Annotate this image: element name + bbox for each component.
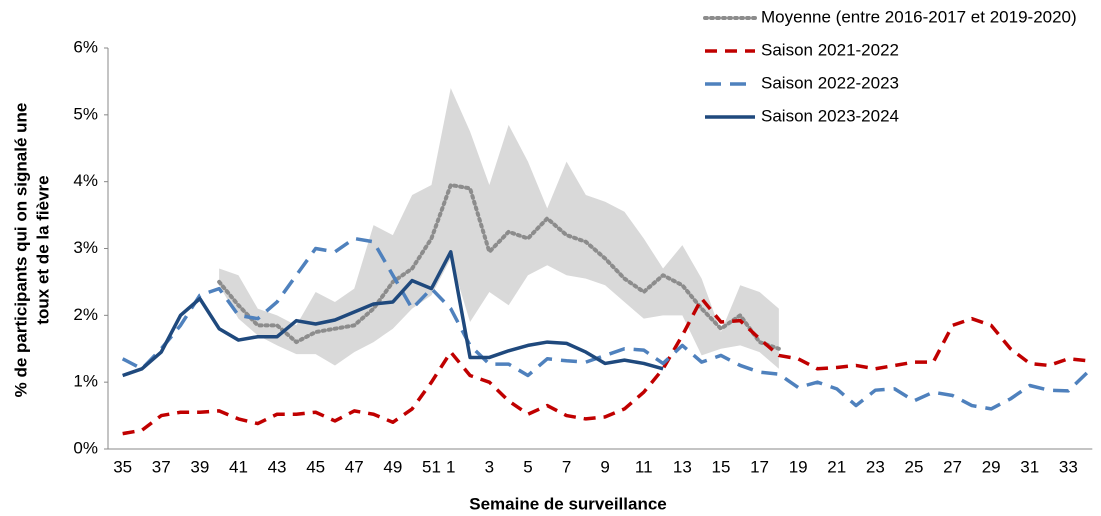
x-tick-label: 9: [600, 457, 609, 476]
y-tick-label: 6%: [73, 37, 98, 56]
legend-label: Saison 2022-2023: [761, 73, 899, 92]
x-tick-label: 31: [1020, 457, 1039, 476]
y-tick-label: 2%: [73, 305, 98, 324]
y-tick-label: 1%: [73, 372, 98, 391]
x-tick-label: 41: [229, 457, 248, 476]
y-tick-label: 4%: [73, 171, 98, 190]
x-tick-label: 43: [268, 457, 287, 476]
x-tick-label: 27: [943, 457, 962, 476]
x-tick-label: 21: [827, 457, 846, 476]
x-tick-label: 13: [673, 457, 692, 476]
x-tick-label: 29: [982, 457, 1001, 476]
x-tick-label: 47: [345, 457, 364, 476]
x-tick-label: 11: [635, 457, 653, 476]
series-line: [122, 250, 664, 378]
x-tick-label: 37: [152, 457, 171, 476]
x-tick-label: 23: [866, 457, 885, 476]
x-tick-label: 7: [562, 457, 571, 476]
x-tick-label: 15: [711, 457, 730, 476]
y-tick-label: 3%: [73, 238, 98, 257]
y-tick-label: 5%: [73, 104, 98, 123]
x-tick-label: 33: [1059, 457, 1078, 476]
y-tick-label: 0%: [73, 438, 98, 457]
legend-label: Saison 2021-2022: [761, 40, 899, 59]
y-axis-title: toux et de la fièvre: [33, 175, 52, 324]
x-tick-label: 45: [306, 457, 325, 476]
x-tick-label: 3: [485, 457, 494, 476]
series-line: [121, 236, 1089, 411]
x-tick-label: 51: [422, 457, 441, 476]
x-tick-label: 35: [113, 457, 132, 476]
legend-label: Moyenne (entre 2016-2017 et 2019-2020): [761, 7, 1077, 26]
x-axis-title: Semaine de surveillance: [469, 494, 667, 513]
x-tick-label: 49: [383, 457, 402, 476]
y-axis-title: % de participants qui on signalé une: [11, 103, 30, 398]
series-line: [217, 183, 781, 351]
legend-label: Saison 2023-2024: [761, 106, 899, 125]
x-tick-label: 1: [446, 457, 455, 476]
x-tick-label: 25: [904, 457, 923, 476]
x-tick-label: 19: [789, 457, 808, 476]
x-tick-label: 17: [750, 457, 769, 476]
x-tick-label: 39: [190, 457, 209, 476]
x-tick-label: 5: [523, 457, 532, 476]
range-band: [219, 88, 779, 369]
series-line: [122, 296, 1088, 436]
